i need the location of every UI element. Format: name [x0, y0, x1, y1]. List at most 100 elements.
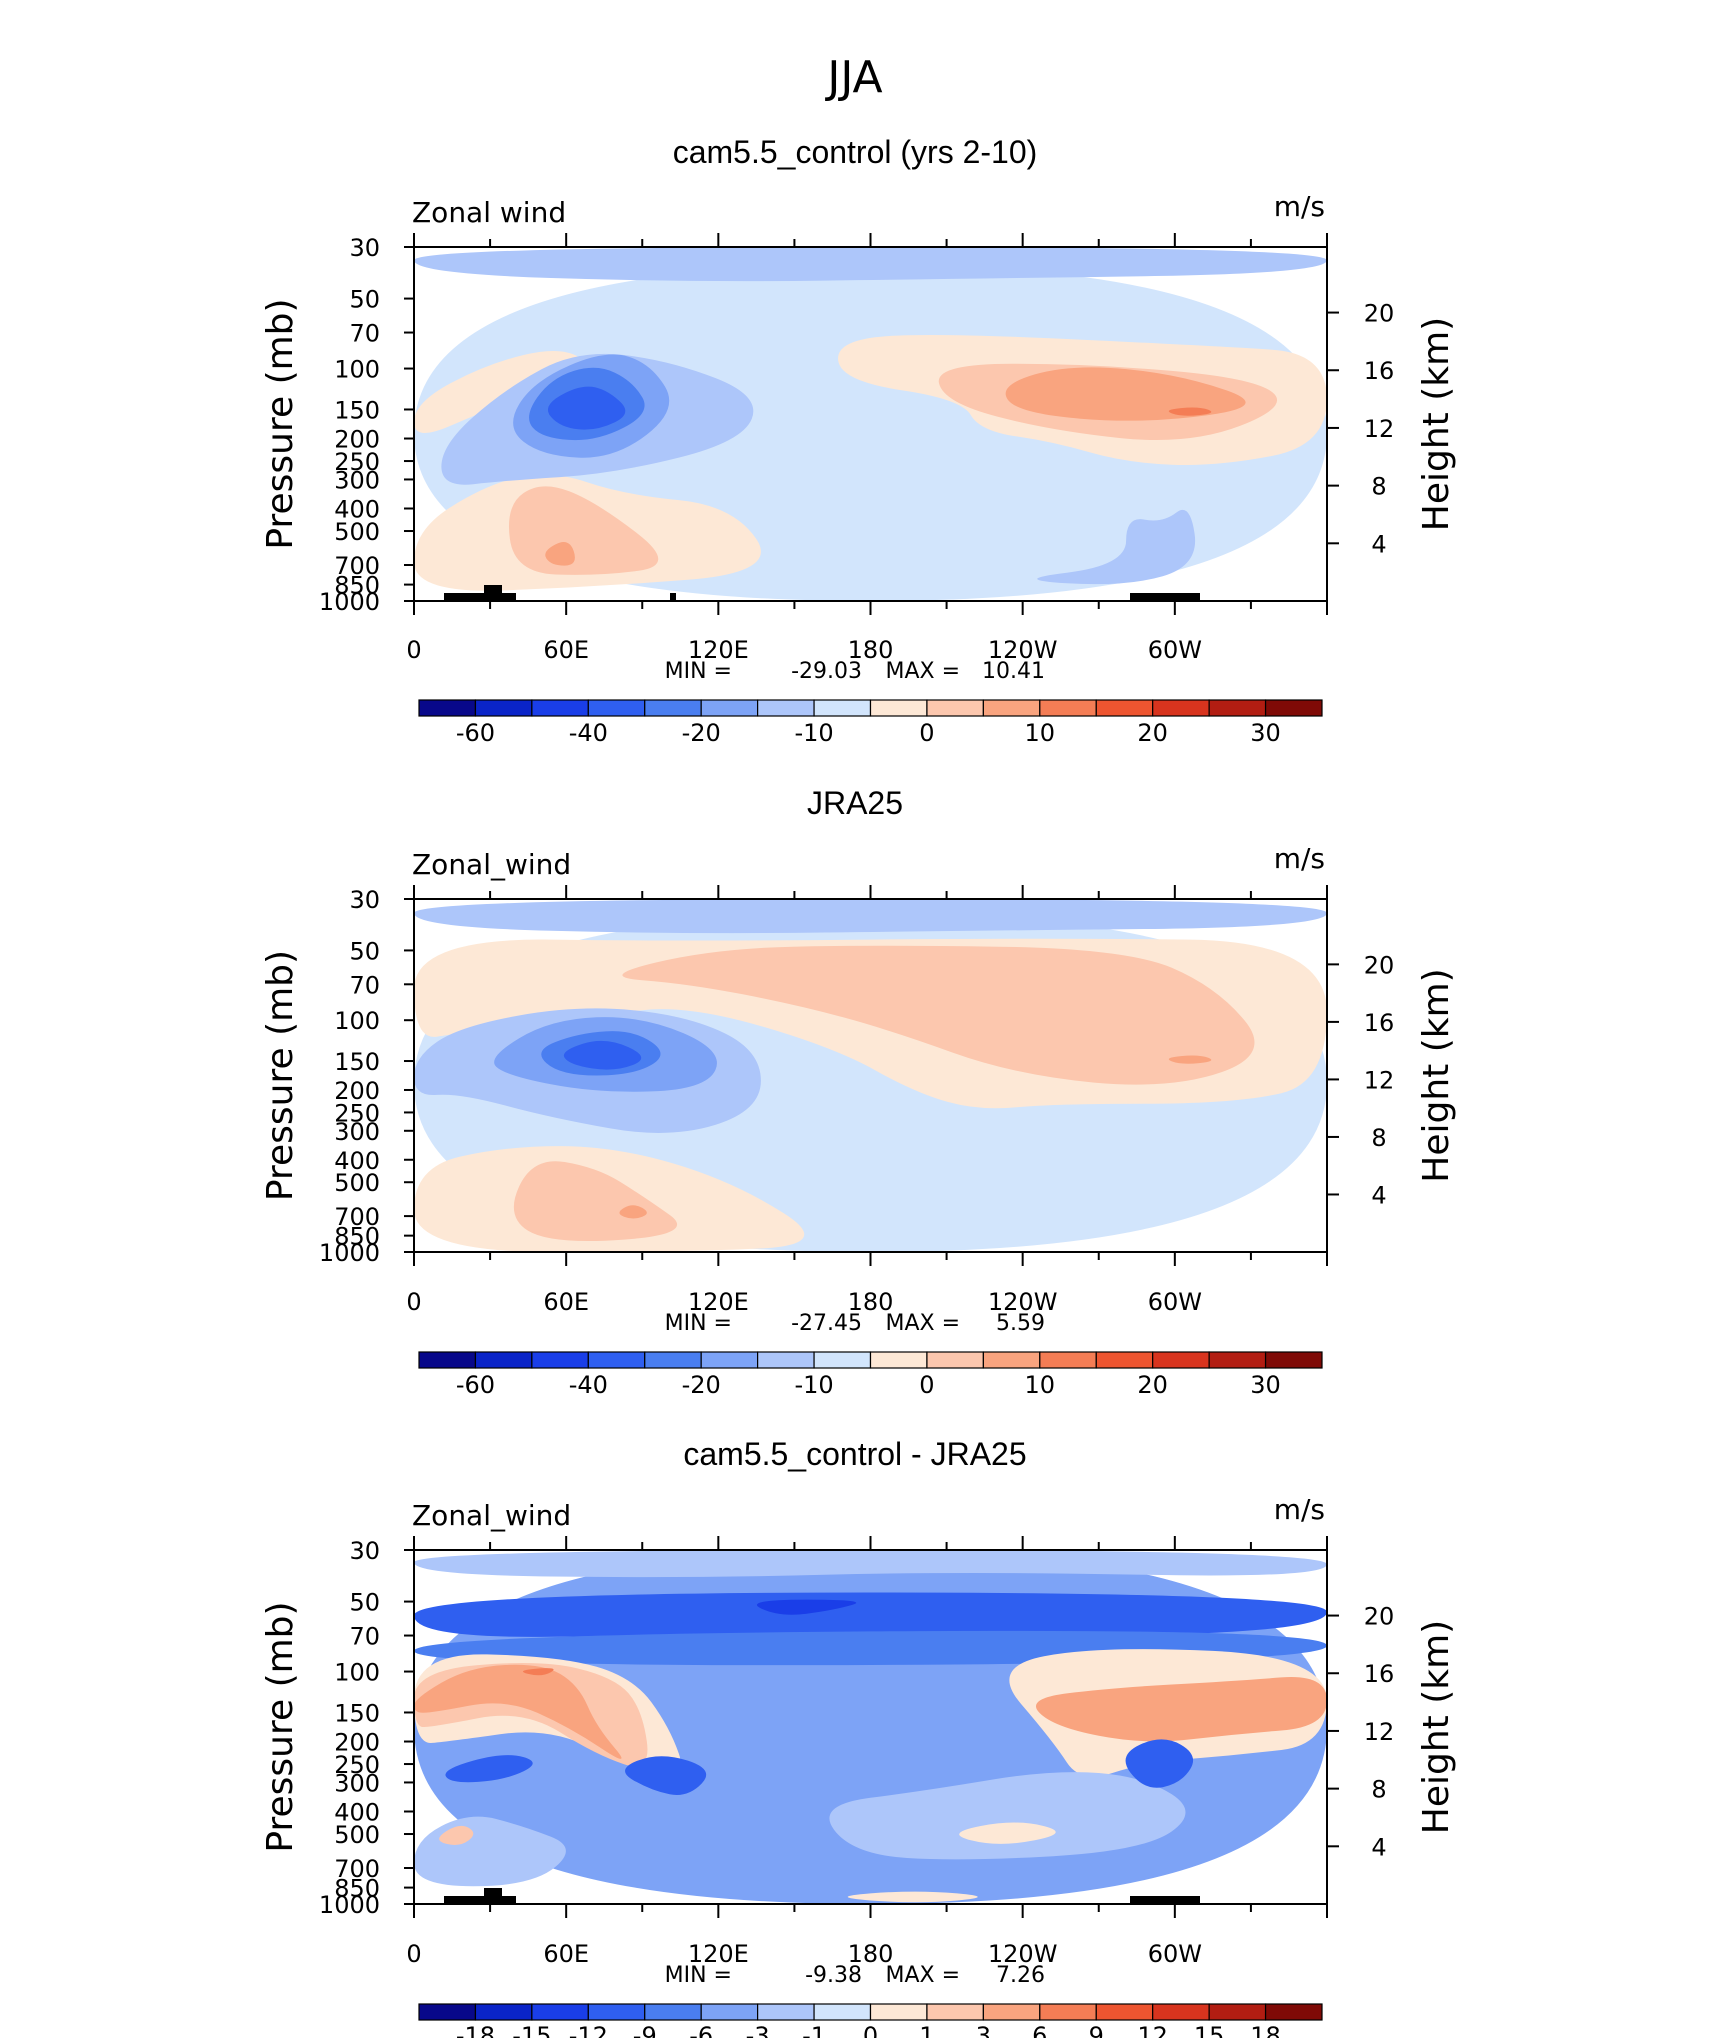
colorbar-label: -40	[569, 719, 608, 747]
colorbar-box	[1039, 699, 1097, 717]
y-axis-label-right: Height (km)	[1416, 1620, 1457, 1834]
pressure-tick-label: 400	[334, 495, 380, 523]
height-tick-label: 16	[1364, 357, 1395, 385]
contour-region-13	[445, 1755, 533, 1783]
height-tick-label: 4	[1371, 1833, 1386, 1861]
contour-region-4	[1168, 1055, 1212, 1064]
colorbar-label: 10	[1025, 1371, 1056, 1399]
max-value: 5.59	[996, 1311, 1045, 1336]
pressure-tick-label: 250	[334, 1751, 380, 1779]
contour-region-15	[1125, 1739, 1194, 1788]
colorbar-label: 1	[919, 2022, 934, 2038]
pressure-tick-label: 70	[349, 320, 380, 348]
colorbar-box	[644, 699, 702, 717]
colorbar-box	[1039, 1351, 1097, 1369]
contour-fill	[414, 899, 1327, 1252]
colorbar-box	[1208, 2003, 1267, 2021]
colorbar-box	[474, 2003, 533, 2021]
pressure-tick-label: 200	[334, 1077, 380, 1105]
topography	[444, 1888, 1200, 1904]
colorbar-label: -10	[794, 719, 833, 747]
colorbar-label: -60	[456, 719, 495, 747]
min-value: -27.45	[791, 1311, 862, 1336]
pressure-tick-label: 850	[334, 1875, 380, 1903]
topography	[444, 585, 1200, 601]
terrain-andes	[1130, 593, 1200, 601]
height-tick-label: 4	[1371, 530, 1386, 558]
colorbar-label: -15	[512, 2022, 551, 2038]
colorbar-box	[926, 2003, 984, 2021]
colorbar-box	[926, 699, 984, 717]
contour-region-4	[1005, 367, 1246, 421]
colorbar-label: 0	[919, 719, 934, 747]
pressure-tick-label: 400	[334, 1147, 380, 1175]
y-axis-label-left: Pressure (mb)	[260, 298, 301, 549]
units-label: m/s	[1274, 842, 1325, 875]
colorbar-box	[1264, 699, 1323, 717]
colorbar-box	[813, 699, 872, 717]
contour-region-11	[563, 1040, 642, 1070]
colorbar-box	[474, 699, 533, 717]
contour-region-11	[829, 1772, 1186, 1860]
units-label: m/s	[1274, 1493, 1325, 1526]
contour-region-9	[545, 542, 575, 566]
pressure-tick-label: 150	[334, 1699, 380, 1727]
pressure-tick-label: 400	[334, 1798, 380, 1826]
colorbar-box	[1095, 2003, 1154, 2021]
colorbar-box	[644, 2003, 702, 2021]
panel-title: JRA25	[807, 785, 903, 821]
colorbar-box	[869, 699, 928, 717]
colorbar-label: -10	[794, 1371, 833, 1399]
colorbar-box	[757, 1351, 815, 1369]
lon-tick-label: 0	[406, 1940, 421, 1968]
colorbar-box	[700, 2003, 759, 2021]
colorbar-box	[474, 1351, 533, 1369]
colorbar-label: -60	[456, 1371, 495, 1399]
contour-region-3	[622, 945, 1255, 1085]
lon-tick-label: 180	[848, 1940, 894, 1968]
colorbar-label: -20	[682, 719, 721, 747]
colorbar-label: 9	[1089, 2022, 1104, 2038]
pressure-tick-label: 300	[334, 466, 380, 494]
lon-tick-label: 120E	[688, 1288, 749, 1316]
pressure-tick-label: 100	[334, 1659, 380, 1687]
contour-region-18	[847, 1891, 978, 1903]
colorbar-label: 30	[1250, 1371, 1281, 1399]
pressure-tick-label: 30	[349, 234, 380, 262]
colorbar: -60 -40 -20 -10 0 10 20 30	[418, 699, 1323, 747]
contour-region-13	[547, 386, 626, 430]
contour-region-1	[414, 247, 1327, 282]
lon-tick-label: 120W	[988, 1940, 1058, 1968]
max-label: MAX =	[885, 1311, 960, 1336]
pressure-tick-label: 70	[349, 1623, 380, 1651]
pressure-tick-label: 250	[334, 448, 380, 476]
pressure-tick-label: 50	[349, 286, 380, 314]
colorbar-box	[531, 1351, 589, 1369]
height-tick-label: 20	[1364, 1603, 1395, 1631]
lon-tick-label: 60W	[1148, 1288, 1202, 1316]
lon-tick-label: 120W	[988, 1288, 1058, 1316]
colorbar-box	[1095, 1351, 1154, 1369]
contour-region-3	[756, 1599, 857, 1615]
colorbar-label: -20	[682, 1371, 721, 1399]
height-tick-label: 16	[1364, 1660, 1395, 1688]
min-value: -29.03	[791, 659, 862, 684]
pressure-tick-label: 1000	[319, 1891, 380, 1919]
colorbar-box	[982, 2003, 1041, 2021]
colorbar-box	[587, 699, 646, 717]
colorbar-box	[418, 1351, 477, 1369]
colorbar-label: 0	[919, 1371, 934, 1399]
contour-region-7	[414, 1664, 622, 1759]
variable-label: Zonal_wind	[412, 848, 571, 881]
pressure-tick-label: 100	[334, 356, 380, 384]
pressure-tick-label: 50	[349, 937, 380, 965]
height-tick-label: 12	[1364, 1066, 1395, 1094]
colorbar-box	[869, 1351, 928, 1369]
colorbar-label: 3	[976, 2022, 991, 2038]
min-label: MIN =	[665, 1963, 732, 1988]
contour-region-8	[522, 1668, 554, 1676]
contour-region-14	[625, 1756, 707, 1795]
colorbar-box	[1264, 2003, 1323, 2021]
contour-region-5	[1168, 407, 1212, 416]
